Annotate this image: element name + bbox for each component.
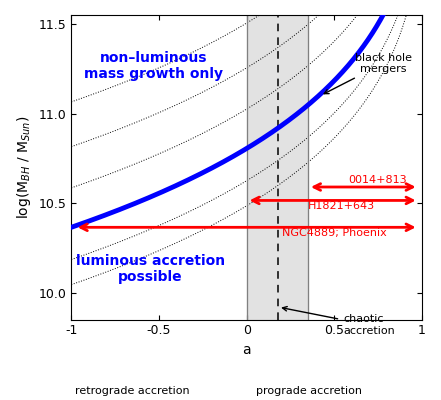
Text: non–luminous
mass growth only: non–luminous mass growth only [84, 51, 223, 81]
Y-axis label: log(M$_{BH}$ / M$_{Sun}$): log(M$_{BH}$ / M$_{Sun}$) [15, 116, 33, 219]
Text: chaotic
accretion: chaotic accretion [283, 306, 395, 336]
Text: retrograde accretion: retrograde accretion [75, 386, 190, 396]
Text: luminous accretion
possible: luminous accretion possible [76, 254, 225, 284]
Text: H1821+643: H1821+643 [308, 201, 375, 211]
X-axis label: a: a [243, 343, 251, 357]
Text: black hole
mergers: black hole mergers [324, 52, 412, 94]
Text: prograde accretion: prograde accretion [256, 386, 362, 396]
Text: 0014+813: 0014+813 [348, 175, 407, 185]
Text: NGC4889; Phoenix: NGC4889; Phoenix [282, 228, 387, 238]
